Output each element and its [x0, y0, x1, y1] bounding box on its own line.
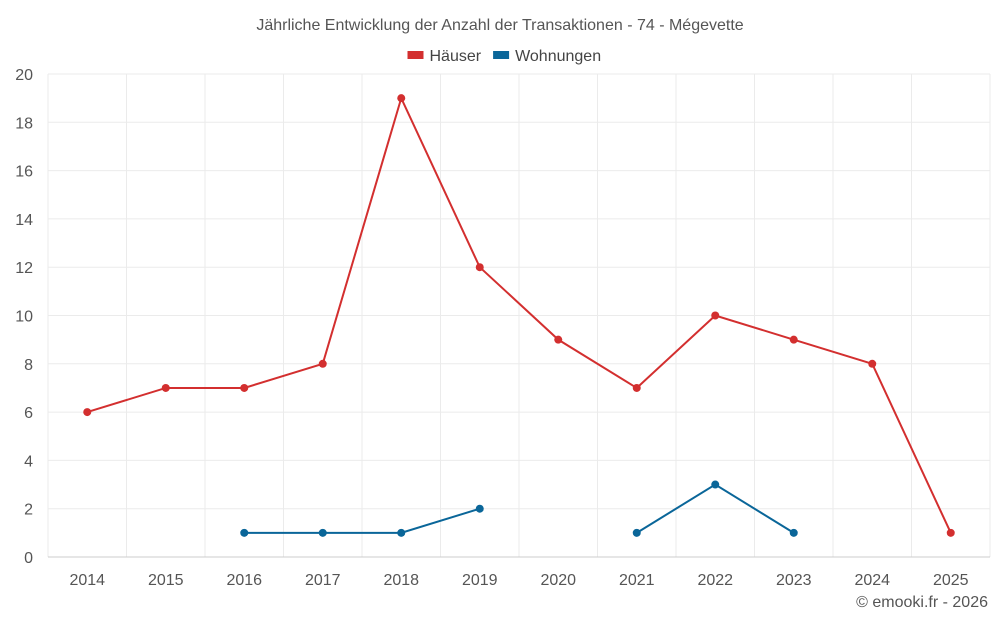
legend: Häuser Wohnungen — [407, 48, 601, 65]
x-tick-label: 2023 — [776, 572, 812, 589]
data-point[interactable] — [789, 335, 798, 344]
data-point[interactable] — [397, 528, 406, 537]
data-point[interactable] — [554, 335, 563, 344]
x-axis: 2014 2015 2016 2017 2018 2019 2020 2021 2022 2023… — [69, 572, 968, 589]
x-tick-label: 2017 — [305, 572, 341, 589]
data-point[interactable] — [397, 94, 406, 103]
data-point[interactable] — [161, 383, 170, 392]
data-point[interactable] — [240, 528, 249, 537]
x-tick-label: 2014 — [69, 572, 105, 589]
x-tick-label: 2025 — [933, 572, 969, 589]
x-tick-label: 2015 — [148, 572, 184, 589]
y-tick-label: 14 — [15, 212, 33, 229]
series-group — [83, 94, 955, 537]
x-tick-label: 2016 — [226, 572, 262, 589]
data-point[interactable] — [318, 528, 327, 537]
data-point[interactable] — [789, 528, 798, 537]
data-point[interactable] — [240, 383, 249, 392]
legend-label[interactable]: Häuser — [430, 48, 482, 65]
x-tick-label: 2020 — [540, 572, 576, 589]
y-tick-label: 16 — [15, 164, 33, 181]
series-line-0 — [86, 95, 952, 534]
data-point[interactable] — [475, 263, 484, 272]
y-tick-label: 8 — [24, 357, 33, 374]
y-tick-label: 18 — [15, 115, 33, 132]
y-tick-label: 20 — [15, 67, 33, 84]
data-point[interactable] — [632, 528, 641, 537]
data-point[interactable] — [868, 359, 877, 368]
x-tick-label: 2018 — [383, 572, 419, 589]
y-tick-label: 10 — [15, 309, 33, 326]
x-tick-label: 2022 — [697, 572, 733, 589]
data-point[interactable] — [946, 528, 955, 537]
series-line-1 — [244, 507, 481, 534]
y-tick-label: 6 — [24, 405, 33, 422]
legend-swatch — [407, 51, 424, 59]
y-tick-label: 4 — [24, 453, 33, 470]
legend-swatch — [493, 51, 510, 59]
y-axis: 0 2 4 6 8 10 12 14 16 18 20 — [15, 67, 33, 567]
credit: © emooki.fr - 2026 — [856, 594, 988, 611]
y-tick-label: 2 — [24, 502, 33, 519]
data-point[interactable] — [318, 359, 327, 368]
y-tick-label: 0 — [24, 550, 33, 567]
legend-label[interactable]: Wohnungen — [515, 48, 601, 65]
data-point[interactable] — [711, 311, 720, 320]
x-tick-label: 2024 — [854, 572, 890, 589]
grid — [47, 73, 991, 558]
data-point[interactable] — [83, 408, 92, 417]
chart-title: Jährliche Entwicklung der Anzahl der Tra… — [256, 17, 743, 34]
data-point[interactable] — [711, 480, 720, 489]
data-point[interactable] — [475, 504, 484, 513]
x-tick-label: 2019 — [462, 572, 498, 589]
y-tick-label: 12 — [15, 260, 33, 277]
data-point[interactable] — [632, 383, 641, 392]
x-tick-label: 2021 — [619, 572, 655, 589]
